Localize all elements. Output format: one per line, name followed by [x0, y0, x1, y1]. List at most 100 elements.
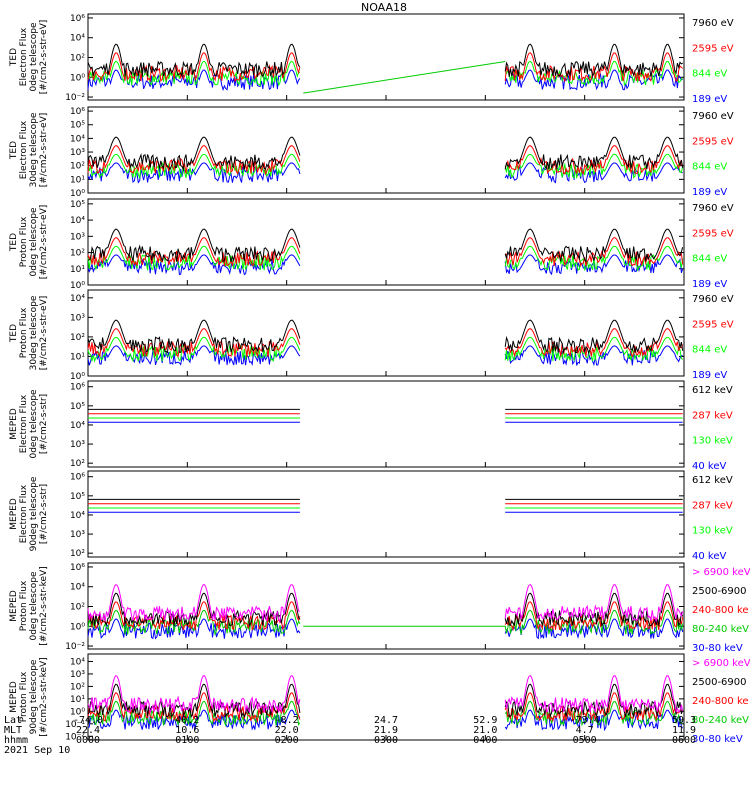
y-axis-label-line: MEPED: [9, 590, 19, 622]
x-row-label-lat: Lat: [4, 715, 22, 726]
y-tick-label: 10⁰: [70, 281, 85, 291]
chart-title: NOAA18: [361, 1, 407, 14]
panel-frame: [87, 380, 685, 468]
y-tick-label: 10²: [70, 682, 85, 692]
x-tick-mlt: 10.6: [175, 725, 199, 736]
y-tick-label: 10³: [70, 232, 85, 242]
y-tick-label: 10²: [70, 602, 85, 612]
channel-label: 287 keV: [692, 410, 733, 421]
y-axis-label: MEPEDElectron Flux90deg telescope[#/cm2-…: [9, 476, 49, 551]
x-tick-time: 0000: [76, 735, 100, 746]
channel-label: 7960 eV: [692, 18, 734, 29]
y-tick-label: 10⁶: [70, 14, 85, 24]
y-axis-label-line: 0deg telescope: [29, 22, 39, 92]
channel-label: 189 eV: [692, 187, 727, 198]
channel-label: 189 eV: [692, 370, 727, 381]
series-trace: [87, 228, 684, 264]
channel-label: 7960 eV: [692, 203, 734, 214]
y-tick-label: 10²: [70, 53, 85, 63]
panel-7: 10⁴ 10³ 10² 10¹ 10⁰ 10⁻¹ 10⁻² MEPEDProton Flux9…: [9, 653, 750, 745]
x-tick-mlt: 11.9: [672, 725, 696, 736]
channel-label: 189 eV: [692, 94, 727, 105]
y-tick-label: 10²: [70, 249, 85, 259]
series-trace: [87, 583, 684, 623]
y-tick-label: 10⁴: [70, 511, 85, 521]
y-tick-label: 10²: [70, 459, 85, 469]
y-axis-label-line: [#/cm2-s-str-eV]: [39, 113, 49, 188]
y-tick-label: 10⁴: [70, 216, 85, 226]
y-axis-label-line: Electron Flux: [19, 394, 29, 453]
channel-label: > 6900 keV: [692, 658, 750, 669]
y-axis-label-line: Proton Flux: [19, 216, 29, 267]
y-tick-label: 10³: [70, 670, 85, 680]
channel-label: 189 eV: [692, 279, 727, 290]
y-axis-label-line: [#/cm2-s-str-eV]: [39, 20, 49, 95]
series-trace: [87, 319, 684, 354]
y-axis-label-line: Electron Flux: [19, 120, 29, 179]
y-axis-label: TEDProton Flux30deg telescope[#/cm2-s-st…: [9, 295, 49, 370]
y-axis-label: TEDElectron Flux30deg telescope[#/cm2-s-…: [9, 112, 49, 187]
y-tick-label: 10²: [70, 162, 85, 172]
y-axis-label: TEDProton Flux0deg telescope[#/cm2-s-str…: [9, 205, 49, 280]
x-row-label-mlt: MLT: [4, 725, 22, 736]
y-axis-label-line: [#/cm2-s-str-eV]: [39, 296, 49, 371]
x-tick-lat: 52.9: [473, 715, 497, 726]
x-tick-lat: -74.0: [73, 715, 103, 726]
y-axis-label: MEPEDElectron Flux0deg telescope[#/cm2-s…: [9, 389, 49, 459]
x-tick-mlt: 21.9: [374, 725, 398, 736]
y-tick-label: 10⁻²: [65, 642, 85, 652]
y-tick-label: 10²: [70, 333, 85, 343]
x-tick-time: 0400: [473, 735, 497, 746]
y-tick-label: 10⁴: [70, 294, 85, 304]
channel-label: 2595 eV: [692, 228, 734, 239]
y-tick-label: 10⁵: [70, 200, 85, 210]
y-tick-label: 10⁵: [70, 492, 85, 502]
y-axis-label-line: 0deg telescope: [29, 389, 39, 459]
x-tick-lat: -73.4: [570, 715, 600, 726]
series-trace: [87, 336, 683, 363]
panel-frame: [87, 198, 685, 286]
panel-5: 10⁶ 10⁵ 10⁴ 10³ 10² MEPEDElectron Flux90deg t…: [9, 470, 733, 562]
channel-label: 130 keV: [692, 526, 733, 537]
channel-label: 2500-6900: [692, 586, 747, 597]
y-tick-label: 10⁰: [70, 189, 85, 199]
panel-3: 10⁴ 10³ 10² 10¹ 10⁰ TEDProton Flux30deg teles…: [9, 289, 734, 382]
y-tick-label: 10⁴: [70, 34, 85, 44]
y-tick-label: 10²: [70, 549, 85, 559]
y-tick-label: 10⁴: [70, 421, 85, 431]
x-tick-time: 0600: [672, 735, 696, 746]
y-axis-label-line: [#/cm2-s-str-eV]: [39, 205, 49, 280]
channel-label: 7960 eV: [692, 111, 734, 122]
y-axis-label-line: 90deg telescope: [29, 476, 39, 551]
series-trace: [87, 592, 684, 628]
x-tick-time: 0300: [374, 735, 398, 746]
channel-label: 2595 eV: [692, 136, 734, 147]
channel-label: 287 keV: [692, 500, 733, 511]
x-tick-mlt: 4.7: [576, 725, 594, 736]
y-axis-label-line: Proton Flux: [19, 307, 29, 358]
series-trace: [87, 136, 684, 172]
y-tick-label: 10⁶: [70, 107, 85, 117]
panel-0: 10⁶ 10⁴ 10² 10⁰ 10⁻² TEDElectron Flux0deg tel…: [9, 13, 734, 105]
y-tick-label: 10⁵: [70, 402, 85, 412]
series-trace: [87, 683, 684, 719]
y-axis-label-line: [#/cm2-s-str]: [39, 394, 49, 454]
panel-frame: [87, 13, 685, 101]
y-axis-label-line: 30deg telescope: [29, 112, 39, 187]
channel-label: 30-80 keV: [692, 734, 743, 745]
x-tick-time: 0200: [275, 735, 299, 746]
y-axis-label-line: Proton Flux: [19, 580, 29, 631]
channel-label: 80-240 keV: [692, 715, 749, 726]
date-label: 2021 Sep 10: [4, 745, 70, 756]
y-tick-label: 10¹: [70, 175, 85, 185]
channel-label: 844 eV: [692, 162, 727, 173]
channel-label: 612 keV: [692, 385, 733, 396]
y-tick-label: 10⁻²: [65, 732, 85, 742]
y-axis-label-line: 90deg telescope: [29, 659, 39, 734]
channel-label: 30-80 keV: [692, 643, 743, 654]
y-axis-label-line: TED: [9, 141, 19, 160]
channel-label: 612 keV: [692, 475, 733, 486]
channel-label: 2500-6900: [692, 677, 747, 688]
x-tick-lat: 59.3: [672, 715, 696, 726]
